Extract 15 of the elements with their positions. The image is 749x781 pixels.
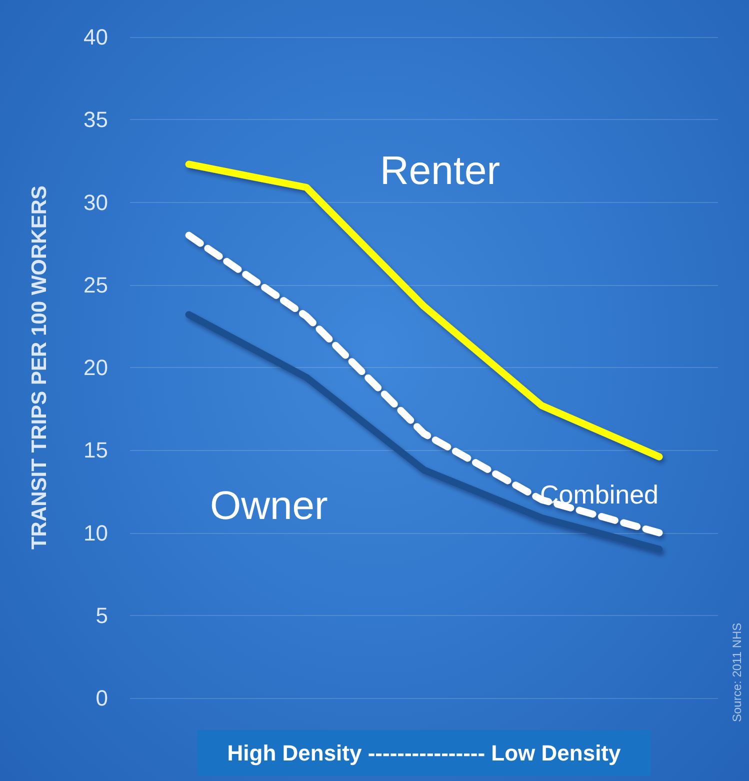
series-label: Combined (540, 479, 659, 510)
y-tick-label: 40 (84, 24, 108, 50)
y-axis-title: TRANSIT TRIPS PER 100 WORKERS (28, 185, 51, 550)
y-tick-label: 20 (84, 355, 108, 380)
source-note: Source: 2011 NHS (730, 622, 744, 722)
x-axis-title: High Density ---------------- Low Density (227, 740, 622, 766)
series-label: Owner (210, 484, 328, 528)
y-tick-label: 0 (96, 686, 108, 710)
y-tick-label: 5 (96, 602, 108, 628)
series-label: Renter (380, 149, 500, 193)
y-tick-label: 15 (84, 438, 108, 463)
y-tick-label: 30 (84, 190, 108, 215)
y-tick-label: 25 (84, 272, 108, 298)
y-tick-label: 10 (84, 520, 108, 546)
y-tick-label: 35 (84, 107, 108, 132)
